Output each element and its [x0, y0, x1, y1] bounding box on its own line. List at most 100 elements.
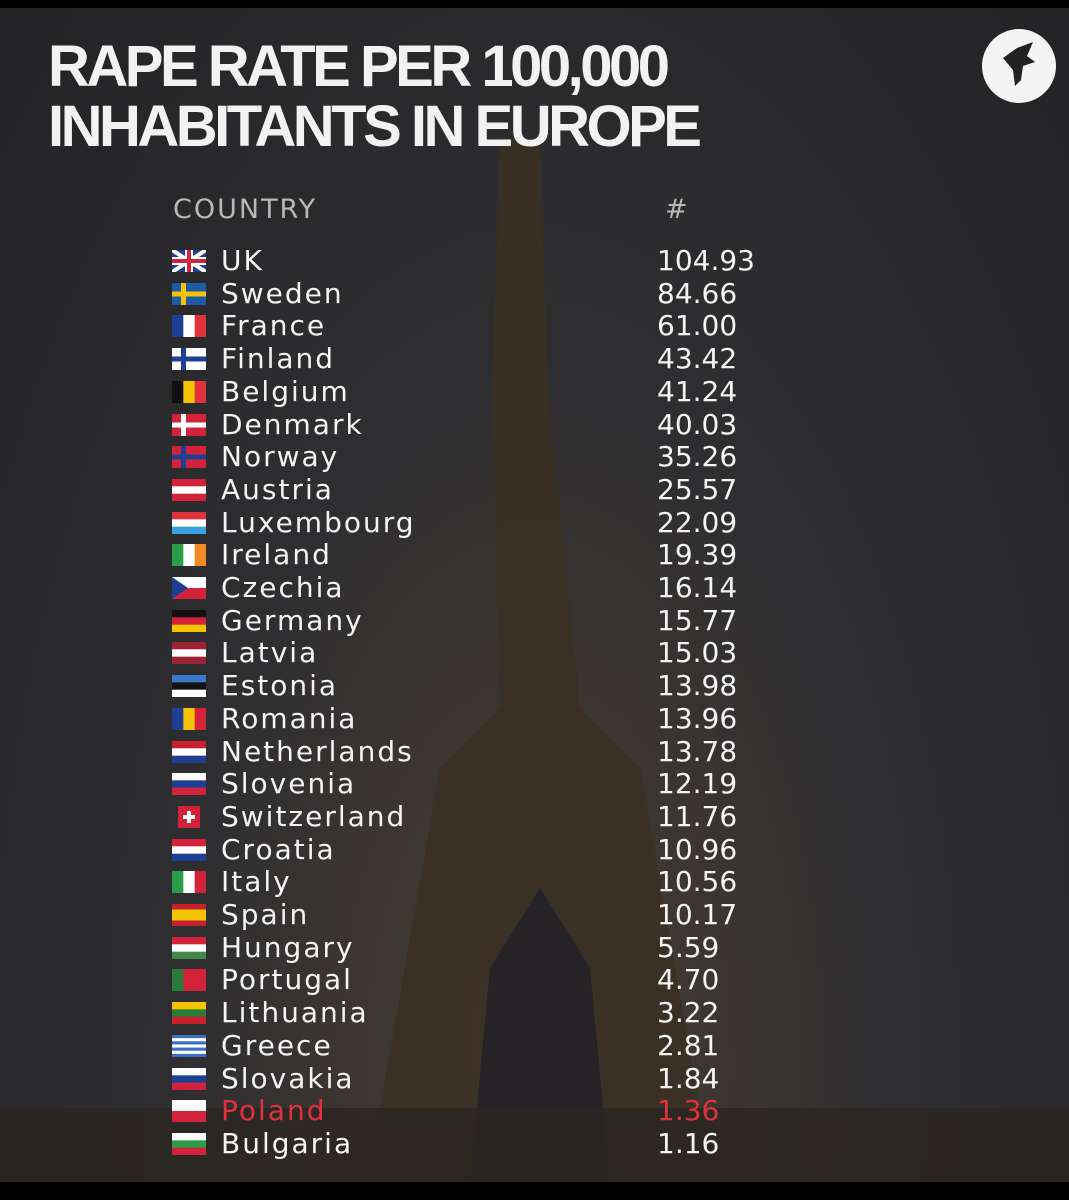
column-header: COUNTRY [173, 194, 318, 225]
table-row: Portugal 4.70 [0, 963, 1069, 996]
country-name: Norway [221, 440, 340, 474]
flag [172, 577, 206, 599]
country-name: Romania [221, 701, 358, 735]
flag [172, 1067, 206, 1090]
flag [178, 805, 200, 828]
country-name: France [221, 309, 327, 343]
logo [982, 29, 1056, 103]
table-row: Bulgaria 1.16 [0, 1127, 1069, 1160]
country-name: Austria [221, 472, 334, 506]
table-row: Italy 10.56 [0, 865, 1069, 898]
column-header: # [665, 194, 690, 225]
flag [172, 511, 206, 534]
rate-value: 84.66 [657, 276, 738, 310]
table-row: Netherlands 13.78 [0, 735, 1069, 768]
rate-value: 3.22 [657, 996, 720, 1030]
flag [172, 250, 206, 272]
rate-value: 12.19 [657, 767, 738, 801]
flag [172, 380, 206, 403]
table-row: Sweden 84.66 [0, 277, 1069, 310]
rate-value: 19.39 [657, 538, 738, 572]
table-row: Czechia 16.14 [0, 571, 1069, 604]
table-row: Germany 15.77 [0, 604, 1069, 637]
rate-value: 41.24 [657, 374, 738, 408]
table-row: Estonia 13.98 [0, 669, 1069, 702]
table-row: Austria 25.57 [0, 473, 1069, 506]
rate-value: 13.96 [657, 701, 738, 735]
table-row: UK 104.93 [0, 244, 1069, 277]
flag [172, 740, 206, 763]
country-name: Latvia [221, 636, 319, 670]
country-name: Luxembourg [221, 505, 416, 539]
table-row: Hungary 5.59 [0, 931, 1069, 964]
country-name: Netherlands [221, 734, 414, 768]
country-name: Finland [221, 342, 336, 376]
table-row: Latvia 15.03 [0, 636, 1069, 669]
flag [172, 1002, 206, 1025]
country-name: Sweden [221, 276, 344, 310]
table-row: Lithuania 3.22 [0, 996, 1069, 1029]
rate-value: 11.76 [657, 799, 738, 833]
country-name: Greece [221, 1028, 333, 1062]
title: RAPE RATE PER 100,000 [48, 34, 670, 99]
table-row: Denmark 40.03 [0, 408, 1069, 441]
country-name: Slovakia [221, 1061, 355, 1095]
table-row: Croatia 10.96 [0, 833, 1069, 866]
country-name: UK [221, 244, 264, 277]
rate-value: 1.36 [657, 1094, 720, 1128]
table-row: Ireland 19.39 [0, 538, 1069, 571]
flag [172, 544, 206, 567]
country-name: Belgium [221, 374, 350, 408]
flag [172, 1132, 206, 1155]
infographic: RAPE RATE PER 100,000 INHABITANTS IN EUR… [0, 8, 1069, 1182]
rate-value: 13.78 [657, 734, 738, 768]
table-row: Romania 13.96 [0, 702, 1069, 735]
flag [172, 1100, 206, 1123]
country-name: Estonia [221, 669, 339, 703]
rate-value: 4.70 [657, 963, 720, 997]
flag [172, 707, 206, 730]
country-name: Bulgaria [221, 1126, 354, 1160]
table-row: Luxembourg 22.09 [0, 506, 1069, 539]
title: INHABITANTS IN EUROPE [48, 94, 702, 159]
flag [172, 969, 206, 992]
flag [172, 773, 206, 796]
table-row: Slovenia 12.19 [0, 767, 1069, 800]
country-name: Switzerland [221, 799, 407, 833]
flag [172, 478, 206, 501]
flag [172, 675, 206, 698]
country-name: Spain [221, 898, 310, 931]
rate-value: 10.17 [657, 898, 738, 931]
country-name: Lithuania [221, 996, 369, 1030]
table-row: France 61.00 [0, 309, 1069, 342]
rate-value: 61.00 [657, 309, 738, 343]
flag [172, 413, 206, 436]
flag [172, 936, 206, 959]
rate-value: 1.84 [657, 1061, 720, 1095]
country-name: Ireland [221, 538, 332, 572]
rate-value: 1.16 [657, 1126, 720, 1160]
flag [172, 838, 206, 861]
rate-value: 10.56 [657, 865, 738, 899]
flag [172, 904, 206, 926]
country-name: Hungary [221, 930, 355, 964]
flag [172, 446, 206, 469]
country-name: Poland [221, 1094, 327, 1128]
flag [172, 642, 206, 665]
flag [172, 609, 206, 632]
country-name: Slovenia [221, 767, 357, 801]
rate-value: 104.93 [657, 244, 755, 277]
flag [172, 282, 206, 305]
rate-value: 43.42 [657, 342, 738, 376]
country-name: Czechia [221, 571, 345, 604]
table-row: Poland 1.36 [0, 1094, 1069, 1127]
flag [172, 315, 206, 338]
rate-value: 40.03 [657, 407, 738, 441]
rate-value: 2.81 [657, 1028, 720, 1062]
rate-value: 15.03 [657, 636, 738, 670]
rate-value: 22.09 [657, 505, 738, 539]
table-row: Belgium 41.24 [0, 375, 1069, 408]
table-row: Spain 10.17 [0, 898, 1069, 931]
flag [172, 871, 206, 894]
rate-value: 25.57 [657, 472, 738, 506]
